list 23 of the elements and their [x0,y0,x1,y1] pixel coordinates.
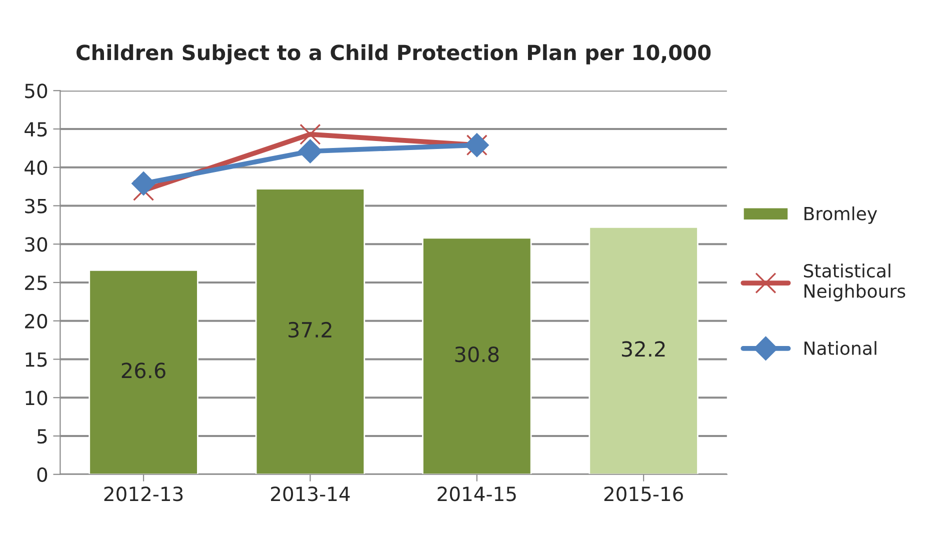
chart-title: Children Subject to a Child Protection Plan per 10,000 [76,44,711,65]
y-tick-label: 50 [25,84,48,98]
y-tick-label: 45 [24,122,47,137]
data-label: 26.6 [122,362,166,378]
data-label: 37.2 [288,322,332,338]
y-tick-label: 25 [25,275,47,290]
legend-label: Statistical Neighbours [804,264,906,302]
x-tick-label: 2014-15 [438,486,516,502]
data-label: 30.8 [455,346,499,362]
y-tick-label: 30 [25,237,48,252]
x-tick-label: 2013-14 [271,486,350,502]
y-tick-label: 15 [26,352,47,367]
y-tick-label: 40 [24,160,48,176]
legend-label: National [804,341,876,356]
x-tick-label: 2015-16 [604,486,683,502]
y-tick-label: 10 [26,390,48,406]
data-label: 32.2 [622,341,665,357]
y-tick-label: 0 [37,467,48,482]
x-tick-label: 2012-13 [104,486,183,502]
y-tick-label: 5 [38,429,47,444]
legend-label: Bromley [804,206,878,224]
y-tick-label: 20 [25,314,48,329]
y-tick-label: 35 [25,198,47,214]
